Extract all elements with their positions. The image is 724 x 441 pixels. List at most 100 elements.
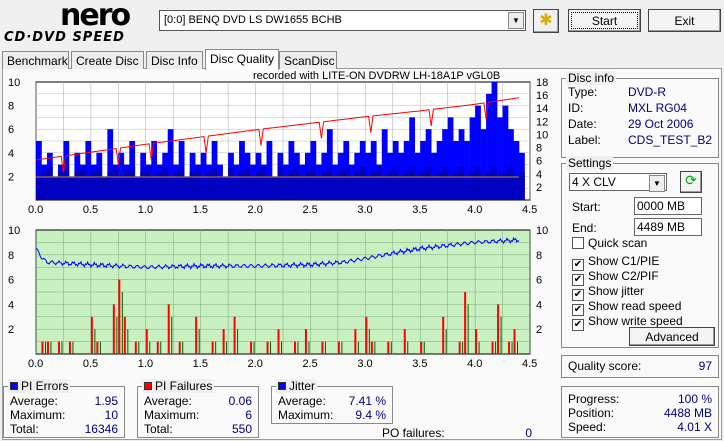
y2-tick-label: 18	[536, 77, 548, 89]
pie-bar-base	[189, 171, 196, 200]
pie-bar-base	[63, 166, 70, 200]
pif-bar	[491, 341, 494, 354]
pie-bar-base	[79, 166, 86, 200]
tab-benchmark[interactable]: Benchmark	[2, 51, 69, 69]
pif-bar	[337, 341, 340, 354]
pie-bar-base	[162, 166, 169, 200]
start-input[interactable]: 0000 MB	[634, 197, 702, 215]
checkbox-box[interactable]: ✔	[572, 319, 584, 331]
checkbox-show-read-speed[interactable]: ✔ Show read speed	[572, 299, 681, 316]
speed-select[interactable]: 4 X CLV ▼	[569, 173, 667, 192]
pif-bar	[145, 329, 148, 354]
pie-bar-base	[392, 166, 399, 200]
pi-failures-group: PI Failures Average: 0.06 Maximum: 6 Total…	[137, 379, 259, 438]
drive-select[interactable]: [0:0] BENQ DVD LS DW1655 BCHB ▼	[159, 10, 526, 31]
pie-bar-base	[288, 171, 295, 200]
tab-create-disc[interactable]: Create Disc	[71, 51, 144, 69]
y2-tick-label: 8	[536, 250, 542, 262]
checkbox-show-c2-pif[interactable]: ✔ Show C2/PIF	[572, 269, 659, 286]
pie-bar-base	[359, 166, 366, 200]
pie-bar	[475, 105, 481, 200]
pie-bar-base	[250, 176, 256, 200]
checkbox-box[interactable]: ✔	[572, 259, 584, 271]
pie-bar-base	[497, 176, 503, 200]
checkbox-box[interactable]: ✔	[572, 289, 584, 301]
quality-score-label: Quality score:	[568, 359, 642, 373]
pie-bar-base	[491, 166, 498, 200]
pie-bar-base	[173, 171, 180, 200]
exit-button[interactable]: Exit	[648, 9, 721, 32]
pie-bar	[381, 129, 388, 200]
pie-bar-base	[425, 166, 432, 200]
advanced-button[interactable]: Advanced	[629, 327, 715, 346]
start-button[interactable]: Start	[568, 9, 641, 32]
pie-average-label: Average:	[10, 394, 58, 408]
pie-bar-base	[129, 166, 136, 200]
pif-bar	[167, 304, 170, 354]
pie-bar-base	[85, 176, 92, 200]
pie-bar-base	[266, 176, 273, 200]
pie-bar-base	[228, 166, 234, 200]
pif-bar	[134, 341, 137, 354]
pif-bar	[304, 329, 307, 354]
pie-average-value: 1.95	[94, 394, 118, 408]
x-tick-label: 3.5	[412, 358, 427, 370]
chevron-down-icon[interactable]: ▼	[649, 175, 665, 192]
pi-errors-legend-swatch	[10, 382, 18, 390]
pie-bar-base	[475, 166, 481, 200]
x-tick-label: 0.0	[28, 204, 43, 216]
pie-bar-base	[436, 171, 443, 200]
x-tick-label: 1.0	[138, 204, 153, 216]
x-tick-label: 4.5	[522, 204, 537, 216]
pie-bar-base	[409, 166, 416, 200]
checkbox-quick-scan[interactable]: Quick scan	[572, 236, 647, 250]
drive-config-button[interactable]: ✱	[533, 9, 559, 33]
end-input[interactable]: 4489 MB	[634, 218, 702, 236]
checkbox-box[interactable]: ✔	[572, 304, 584, 316]
pie-bar-base	[304, 171, 311, 200]
tab-disc-info[interactable]: Disc Info	[146, 51, 203, 69]
y2-tick-label: 4	[536, 169, 542, 181]
pie-bar	[107, 129, 114, 200]
y-tick-label: 8	[8, 250, 14, 262]
pie-bar-base	[222, 176, 229, 200]
checkbox-show-write-speed[interactable]: ✔ Show write speed	[572, 314, 683, 331]
checkbox-show-jitter[interactable]: ✔ Show jitter	[572, 284, 644, 301]
jitter-legend-swatch	[278, 382, 286, 390]
pi-errors-group: PI Errors Average: 1.95 Maximum: 10 Total:…	[3, 379, 125, 438]
pie-bar-base	[107, 171, 114, 200]
pif-bar	[46, 341, 49, 354]
x-tick-label: 1.5	[193, 358, 208, 370]
pie-bar	[480, 129, 487, 200]
pif-bar	[387, 341, 390, 354]
tab-disc-quality[interactable]: Disc Quality	[205, 49, 279, 70]
pif-bar	[195, 316, 198, 354]
pif-total-value: 550	[231, 422, 252, 436]
refresh-button[interactable]: ⟳	[680, 171, 702, 193]
jitter-title-text: Jitter	[289, 379, 316, 393]
pif-bar	[112, 304, 115, 354]
pie-total-label: Total:	[10, 422, 39, 436]
gear-icon: ✱	[539, 12, 553, 29]
pie-bar-base	[431, 176, 437, 200]
checkbox-box[interactable]: ✔	[572, 274, 584, 286]
pif-bar	[365, 316, 368, 354]
tab-scandisc[interactable]: ScanDisc	[279, 51, 337, 69]
date-label: Date:	[568, 117, 597, 131]
pie-bar-base	[74, 171, 81, 200]
pif-bar	[123, 316, 126, 354]
checkbox-box[interactable]	[572, 237, 584, 249]
y-tick-label: 6	[8, 275, 14, 287]
x-tick-label: 3.5	[412, 204, 427, 216]
pif-maximum-label: Maximum:	[144, 408, 200, 422]
jitter-average-label: Average:	[278, 394, 326, 408]
chevron-down-icon[interactable]: ▼	[508, 12, 524, 29]
pif-bar	[403, 329, 406, 354]
x-tick-label: 1.5	[193, 204, 208, 216]
pie-bar-base	[118, 176, 125, 200]
pif-bar	[277, 329, 280, 354]
y2-tick-label: 10	[536, 129, 548, 141]
pie-bar-base	[414, 176, 421, 200]
x-tick-label: 4.0	[467, 204, 482, 216]
checkbox-show-c1-pie[interactable]: ✔ Show C1/PIE	[572, 254, 659, 271]
